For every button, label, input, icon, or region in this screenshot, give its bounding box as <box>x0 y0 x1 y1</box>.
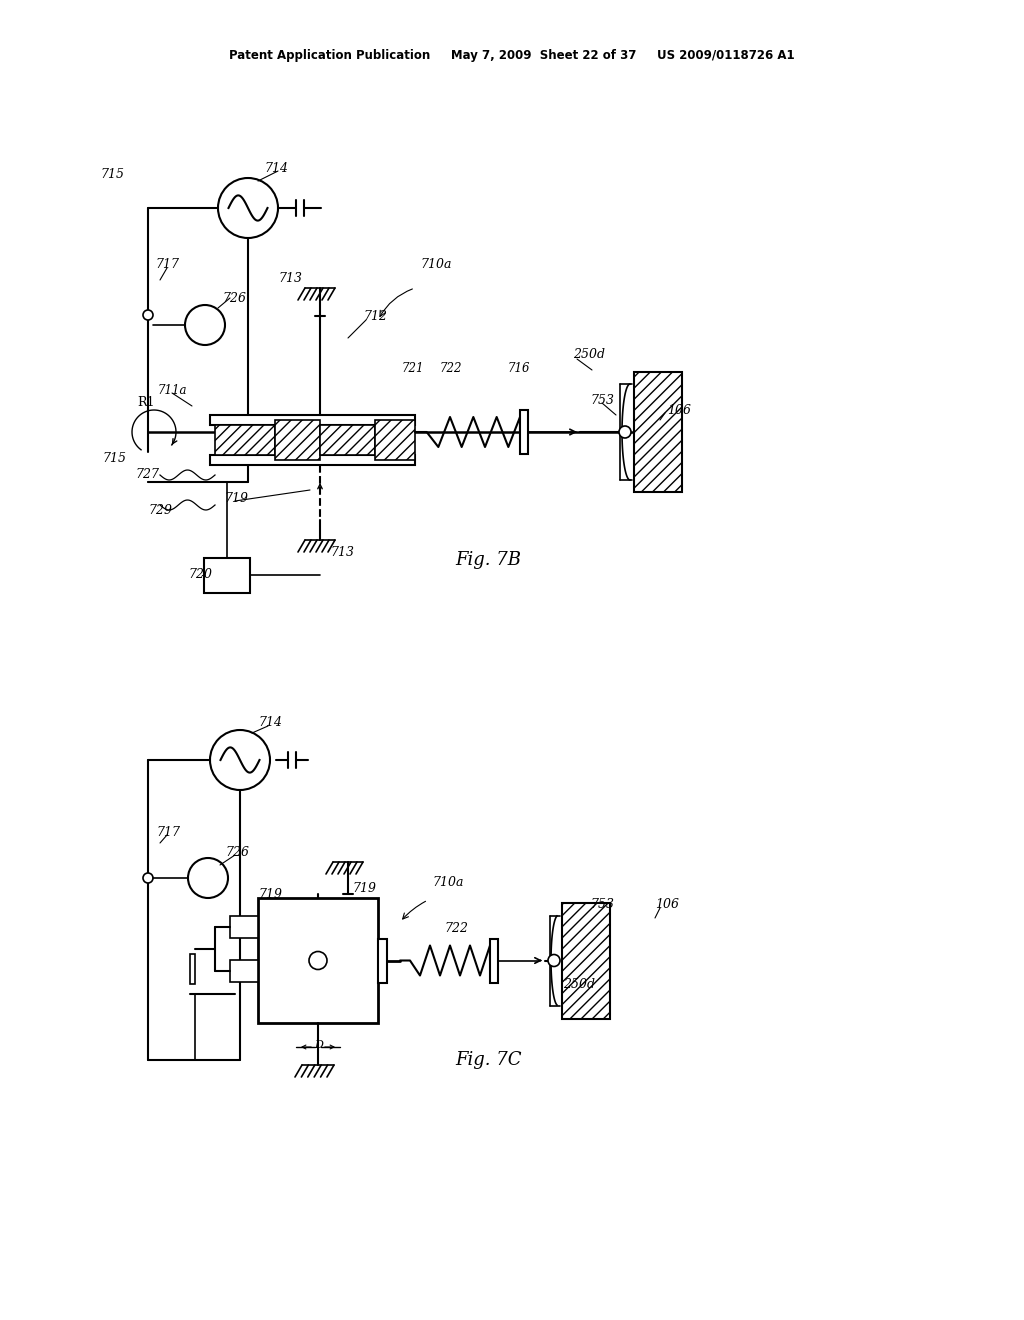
Text: 710a: 710a <box>420 259 452 272</box>
Text: 719: 719 <box>258 887 282 900</box>
Text: 250d: 250d <box>563 978 595 991</box>
Text: 719: 719 <box>352 882 376 895</box>
Bar <box>634 372 682 492</box>
Bar <box>275 420 319 459</box>
Text: 713: 713 <box>330 545 354 558</box>
Text: Fig. 7B: Fig. 7B <box>455 550 521 569</box>
Text: 712: 712 <box>362 309 387 322</box>
Bar <box>375 420 415 459</box>
Bar <box>230 916 258 939</box>
Bar <box>520 411 528 454</box>
Text: 722: 722 <box>440 362 463 375</box>
Bar <box>210 414 415 425</box>
Circle shape <box>185 305 225 345</box>
Circle shape <box>210 730 270 789</box>
Text: 753: 753 <box>590 899 614 912</box>
Text: 721: 721 <box>402 362 425 375</box>
Circle shape <box>618 426 631 438</box>
Text: R1: R1 <box>137 396 155 408</box>
Bar <box>319 425 375 455</box>
Text: 710a: 710a <box>432 875 464 888</box>
Bar <box>204 558 250 593</box>
Text: 715: 715 <box>100 169 124 181</box>
Text: 720: 720 <box>188 569 212 582</box>
Text: 711a: 711a <box>158 384 187 396</box>
Text: 250d: 250d <box>573 348 605 362</box>
Circle shape <box>143 310 153 319</box>
Circle shape <box>218 178 278 238</box>
Bar <box>258 898 378 1023</box>
Text: 719: 719 <box>224 491 248 504</box>
Text: 713: 713 <box>278 272 302 285</box>
Text: 726: 726 <box>225 846 249 858</box>
Text: 717: 717 <box>156 825 180 838</box>
Text: 727: 727 <box>135 469 159 482</box>
Bar <box>190 954 195 983</box>
Text: 106: 106 <box>655 899 679 912</box>
Circle shape <box>188 858 228 898</box>
Text: 714: 714 <box>258 715 282 729</box>
Text: 753: 753 <box>590 393 614 407</box>
Text: 722: 722 <box>444 921 468 935</box>
Circle shape <box>143 873 153 883</box>
Bar <box>230 960 258 982</box>
Bar <box>562 903 610 1019</box>
Text: 717: 717 <box>155 259 179 272</box>
Text: 726: 726 <box>222 292 246 305</box>
Text: 715: 715 <box>102 451 126 465</box>
Bar <box>210 455 415 465</box>
Bar <box>215 425 275 455</box>
Text: Patent Application Publication     May 7, 2009  Sheet 22 of 37     US 2009/01187: Patent Application Publication May 7, 20… <box>229 49 795 62</box>
Circle shape <box>309 952 327 969</box>
Bar <box>490 939 498 982</box>
Text: 714: 714 <box>264 161 288 174</box>
Circle shape <box>548 954 560 966</box>
Text: Fig. 7C: Fig. 7C <box>455 1051 521 1069</box>
Text: 106: 106 <box>667 404 691 417</box>
Bar <box>378 939 387 982</box>
Text: 729: 729 <box>148 503 172 516</box>
Text: D: D <box>314 1040 324 1049</box>
Text: 716: 716 <box>508 362 530 375</box>
